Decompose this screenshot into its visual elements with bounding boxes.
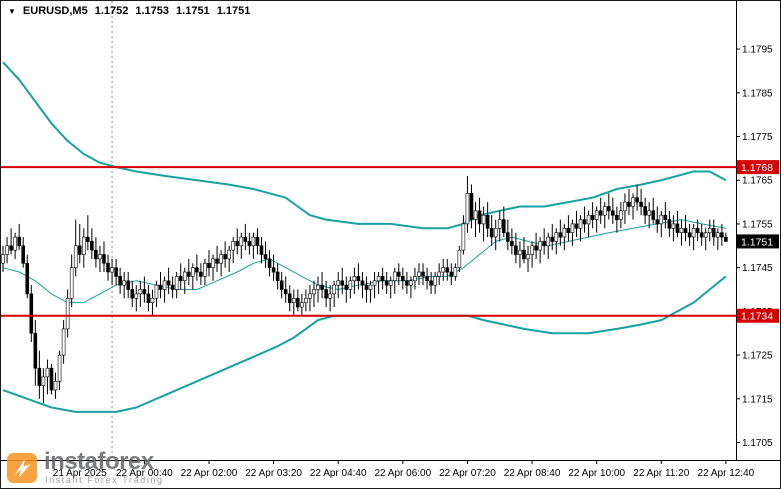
watermark-brand-text: instaforex	[44, 448, 154, 476]
svg-text:1.1715: 1.1715	[742, 394, 773, 405]
svg-text:1.1768: 1.1768	[741, 162, 773, 174]
ohlc-high-value: 1.1753	[135, 5, 170, 17]
svg-text:22 Apr 03:20: 22 Apr 03:20	[245, 468, 302, 479]
bollinger-lower-band	[2, 275, 727, 413]
candles	[1, 175, 728, 404]
svg-text:22 Apr 08:40: 22 Apr 08:40	[504, 468, 561, 479]
svg-text:1.1765: 1.1765	[742, 176, 773, 187]
svg-text:1.1775: 1.1775	[742, 132, 773, 143]
ohlc-open-value: 1.1752	[94, 5, 129, 17]
svg-text:22 Apr 00:40: 22 Apr 00:40	[116, 468, 173, 479]
resistance-price-tag: 1.1768	[737, 160, 779, 175]
svg-text:22 Apr 02:00: 22 Apr 02:00	[181, 468, 238, 479]
svg-text:1.1755: 1.1755	[742, 219, 773, 230]
svg-text:1.1795: 1.1795	[742, 45, 773, 56]
chart-symbol-label: EURUSD,M5	[22, 5, 88, 17]
current-price-tag: 1.1751	[737, 234, 779, 249]
svg-text:22 Apr 06:00: 22 Apr 06:00	[374, 468, 431, 479]
support-price-tag: 1.1734	[737, 308, 779, 323]
svg-text:1.1785: 1.1785	[742, 88, 773, 99]
instaforex-watermark: instaforex Instant Forex Trading	[7, 448, 164, 485]
bollinger-upper-band	[2, 61, 727, 230]
svg-text:21 Apr 2025: 21 Apr 2025	[53, 468, 107, 479]
chart-marker-icon: ▼	[8, 7, 16, 16]
time-axis[interactable]: 21 Apr 2025 22 Apr 00:40 22 Apr 02:00 22 Ap…	[53, 460, 755, 479]
svg-text:1.1705: 1.1705	[742, 438, 773, 449]
ohlc-close-value: 1.1751	[216, 5, 251, 17]
svg-text:22 Apr 04:40: 22 Apr 04:40	[310, 468, 367, 479]
svg-text:1.1745: 1.1745	[742, 263, 773, 274]
svg-text:1.1734: 1.1734	[741, 311, 773, 323]
svg-text:22 Apr 11:20: 22 Apr 11:20	[633, 468, 689, 479]
chart-header: ▼ EURUSD,M5 1.1752 1.1753 1.1751 1.1751	[8, 5, 250, 17]
ohlc-low-value: 1.1751	[176, 5, 210, 17]
svg-text:22 Apr 12:40: 22 Apr 12:40	[698, 468, 755, 479]
instaforex-logo-icon	[7, 453, 37, 484]
svg-text:22 Apr 10:00: 22 Apr 10:00	[568, 468, 625, 479]
svg-text:1.1725: 1.1725	[742, 351, 773, 362]
svg-text:22 Apr 07:20: 22 Apr 07:20	[439, 468, 496, 479]
svg-text:1.1751: 1.1751	[741, 236, 773, 248]
watermark-tagline: Instant Forex Trading	[45, 475, 164, 485]
bollinger-middle-band	[2, 219, 726, 304]
